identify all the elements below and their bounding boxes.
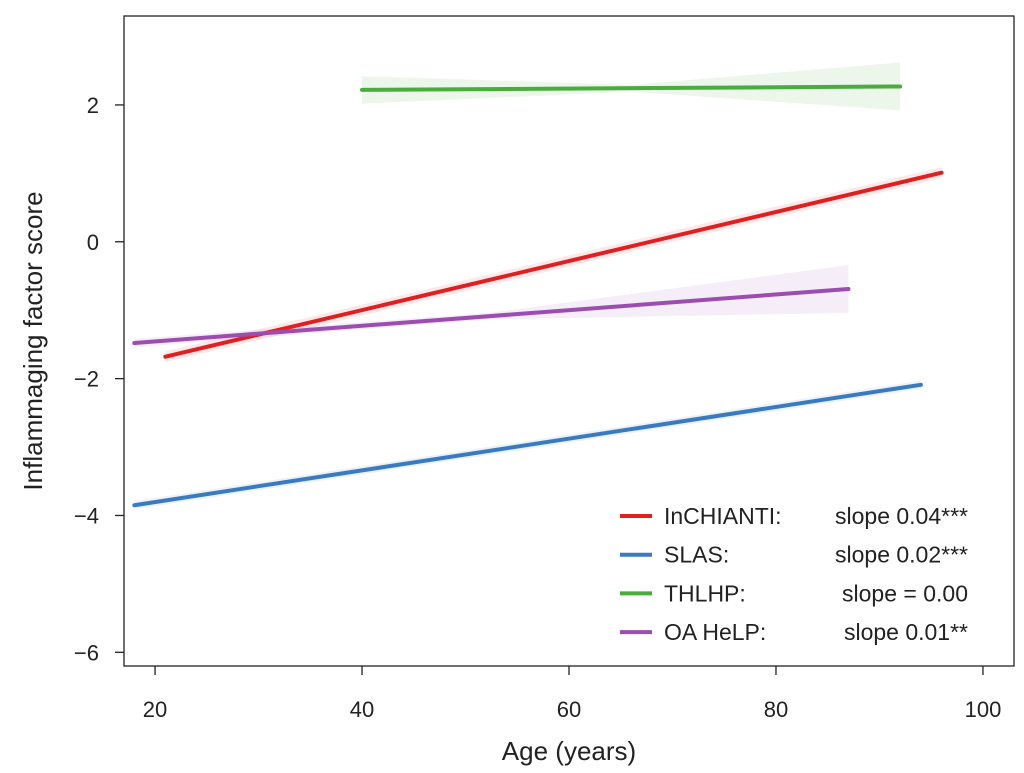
- series-line: [132, 382, 923, 508]
- y-tick-label: −6: [74, 640, 99, 665]
- y-tick-label: −4: [74, 503, 99, 528]
- y-tick-label: 0: [87, 230, 99, 255]
- series-lines: [132, 84, 944, 508]
- x-tick-label: 20: [143, 697, 167, 722]
- x-tick-label: 60: [557, 697, 581, 722]
- legend-series-name: SLAS:: [664, 542, 729, 568]
- plot-frame: [123, 15, 1015, 667]
- legend-slope-label: slope = 0.00: [842, 580, 968, 606]
- y-axis-title: Inflammaging factor score: [18, 191, 48, 490]
- x-axis-title: Age (years): [502, 736, 636, 766]
- series-line: [163, 170, 944, 359]
- legend-series-name: THLHP:: [664, 580, 746, 606]
- x-tick-label: 40: [350, 697, 374, 722]
- legend-series-name: InCHIANTI:: [664, 503, 782, 529]
- legend: InCHIANTI: slope 0.04*** SLAS: slope 0.02**…: [620, 503, 968, 645]
- legend-series-name: OA HeLP:: [664, 619, 766, 645]
- x-axis: 20 40 60 80 100: [143, 666, 1002, 722]
- confidence-band: [134, 265, 849, 348]
- x-tick-label: 80: [764, 697, 788, 722]
- legend-slope-label: slope 0.04***: [835, 503, 968, 529]
- legend-slope-label: slope 0.02***: [835, 542, 968, 568]
- y-axis: 2 0 −2 −4 −6: [74, 93, 124, 665]
- series-line: [132, 287, 851, 346]
- y-tick-label: 2: [87, 93, 99, 118]
- x-tick-label: 100: [965, 697, 1002, 722]
- series-line: [360, 84, 903, 92]
- legend-slope-label: slope 0.01**: [844, 619, 968, 645]
- y-tick-label: −2: [74, 367, 99, 392]
